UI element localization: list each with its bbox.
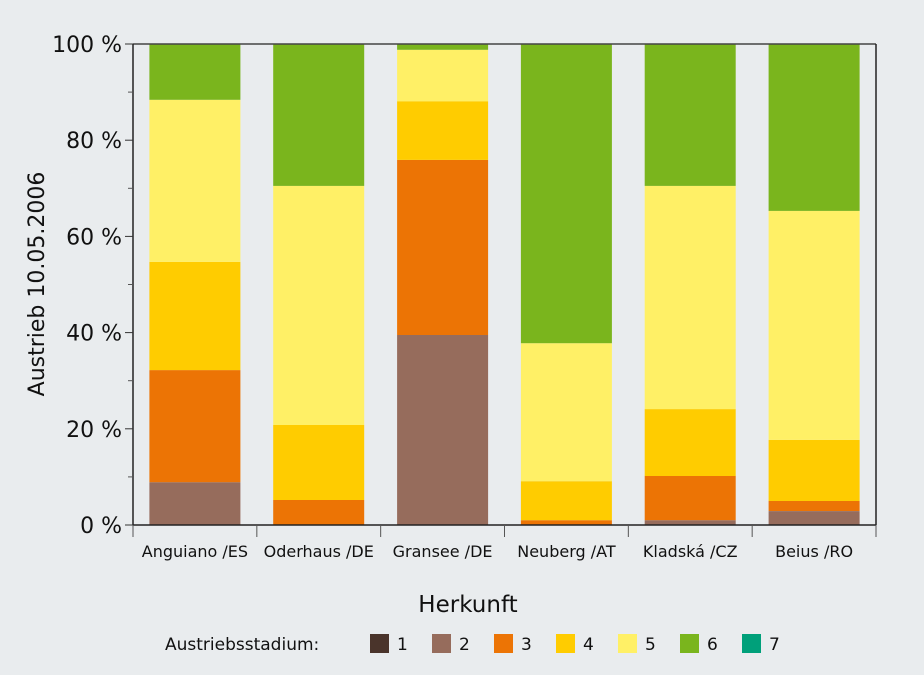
x-tick-label: Gransee /DE <box>393 542 493 561</box>
bar-segment-oderhaus-de-stage-3 <box>273 500 365 525</box>
bar-segment-oderhaus-de-stage-6 <box>273 44 365 186</box>
y-tick-label: 0 % <box>80 514 122 539</box>
bar-segment-anguiano-es-stage-4 <box>149 261 241 371</box>
axes-group <box>132 43 877 526</box>
legend-swatch-4 <box>556 634 575 653</box>
legend-label-4: 4 <box>583 635 594 655</box>
bar-segment-anguiano-es-stage-3 <box>149 370 241 483</box>
bar-segment-anguiano-es-stage-6 <box>149 44 241 100</box>
bar-segment-beius-ro-stage-3 <box>768 500 860 511</box>
bar-segment-kladsk-cz-stage-5 <box>644 185 736 410</box>
bar-segment-gransee-de-stage-5 <box>397 49 489 102</box>
bar-segment-neuberg-at-stage-5 <box>520 343 612 482</box>
bar-segment-anguiano-es-stage-2 <box>149 482 241 525</box>
legend-swatch-6 <box>680 634 699 653</box>
bar-segment-gransee-de-stage-2 <box>397 335 489 525</box>
bar-segment-kladsk-cz-stage-3 <box>644 475 736 521</box>
y-tick-label: 20 % <box>66 418 122 443</box>
y-tick-label: 40 % <box>66 322 122 347</box>
bar-segment-beius-ro-stage-5 <box>768 210 860 440</box>
bar-segment-anguiano-es-stage-5 <box>149 99 241 262</box>
bars-group <box>149 44 860 525</box>
legend-label-1: 1 <box>397 635 408 655</box>
legend-label-7: 7 <box>769 635 780 655</box>
x-ticks-group: Anguiano /ES Oderhaus /DE Gransee /DE Neube… <box>132 525 877 561</box>
bar-segment-kladsk-cz-stage-4 <box>644 409 736 476</box>
legend-label-3: 3 <box>521 635 532 655</box>
x-tick-label: Beius /RO <box>775 542 853 561</box>
legend-swatch-2 <box>432 634 451 653</box>
bar-segment-beius-ro-stage-2 <box>768 511 860 525</box>
legend-label-6: 6 <box>707 635 718 655</box>
x-tick-label: Kladská /CZ <box>643 542 738 561</box>
bar-segment-oderhaus-de-stage-5 <box>273 185 365 425</box>
bar-segment-neuberg-at-stage-6 <box>520 44 612 344</box>
legend-title: Austriebsstadium: <box>165 635 319 655</box>
y-tick-label: 100 % <box>52 33 122 58</box>
bar-segment-kladsk-cz-stage-6 <box>644 44 736 186</box>
x-axis-label: Herkunft <box>418 592 517 618</box>
bar-segment-neuberg-at-stage-4 <box>520 481 612 521</box>
legend-swatch-1 <box>370 634 389 653</box>
legend: Austriebsstadium: 1 2 3 4 5 6 7 <box>165 634 780 655</box>
y-ticks-group: 0 % 20 % 40 % 60 % 80 % 100 % <box>52 33 133 539</box>
x-tick-label: Anguiano /ES <box>142 542 248 561</box>
bar-segment-kladsk-cz-stage-2 <box>644 520 736 525</box>
y-tick-label: 80 % <box>66 129 122 154</box>
legend-swatch-5 <box>618 634 637 653</box>
legend-label-5: 5 <box>645 635 656 655</box>
bar-segment-gransee-de-stage-4 <box>397 101 489 160</box>
x-tick-label: Neuberg /AT <box>517 542 616 561</box>
legend-swatch-7 <box>742 634 761 653</box>
x-tick-label: Oderhaus /DE <box>264 542 374 561</box>
bar-segment-neuberg-at-stage-3 <box>520 520 612 525</box>
legend-swatch-3 <box>494 634 513 653</box>
y-axis-label: Austrieb 10.05.2006 <box>25 172 50 397</box>
bar-segment-gransee-de-stage-6 <box>397 44 489 50</box>
bar-segment-gransee-de-stage-3 <box>397 159 489 335</box>
y-tick-label: 60 % <box>66 225 122 250</box>
legend-label-2: 2 <box>459 635 470 655</box>
bar-segment-oderhaus-de-stage-4 <box>273 425 365 500</box>
bar-segment-beius-ro-stage-4 <box>768 439 860 501</box>
bar-segment-beius-ro-stage-6 <box>768 44 860 211</box>
